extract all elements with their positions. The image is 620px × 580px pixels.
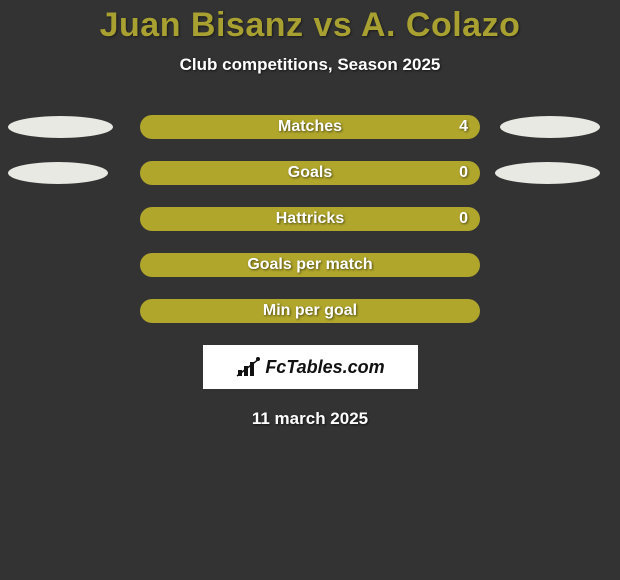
logo-text: FcTables.com xyxy=(265,357,384,378)
comparison-subtitle: Club competitions, Season 2025 xyxy=(0,55,620,75)
infographic-root: Juan Bisanz vs A. Colazo Club competitio… xyxy=(0,0,620,580)
comparison-title: Juan Bisanz vs A. Colazo xyxy=(0,0,620,45)
stat-label: Hattricks xyxy=(140,207,480,231)
stat-row: Min per goal xyxy=(0,299,620,323)
stats-section: Matches 4 Goals 0 Hattricks 0 xyxy=(0,115,620,323)
player-left-ellipse xyxy=(8,116,113,138)
player-right-ellipse xyxy=(500,116,600,138)
stat-label: Matches xyxy=(140,115,480,139)
stat-bar: Min per goal xyxy=(140,299,480,323)
infographic-date: 11 march 2025 xyxy=(0,409,620,429)
stat-value: 4 xyxy=(459,115,468,139)
stat-bar-wrap: Goals 0 xyxy=(140,161,480,185)
stat-bar-wrap: Goals per match xyxy=(140,253,480,277)
stat-bar-wrap: Min per goal xyxy=(140,299,480,323)
stat-label: Goals xyxy=(140,161,480,185)
stat-row: Hattricks 0 xyxy=(0,207,620,231)
stat-bar-wrap: Matches 4 xyxy=(140,115,480,139)
bar-chart-icon xyxy=(235,356,261,378)
stat-bar: Matches 4 xyxy=(140,115,480,139)
logo-box: FcTables.com xyxy=(203,345,418,389)
stat-value: 0 xyxy=(459,161,468,185)
stat-row: Goals per match xyxy=(0,253,620,277)
stat-label: Goals per match xyxy=(140,253,480,277)
player-right-ellipse xyxy=(495,162,600,184)
stat-bar-wrap: Hattricks 0 xyxy=(140,207,480,231)
stat-bar: Goals per match xyxy=(140,253,480,277)
player-left-ellipse xyxy=(8,162,108,184)
stat-row: Goals 0 xyxy=(0,161,620,185)
stat-bar: Goals 0 xyxy=(140,161,480,185)
stat-row: Matches 4 xyxy=(0,115,620,139)
stat-bar: Hattricks 0 xyxy=(140,207,480,231)
fctables-logo: FcTables.com xyxy=(235,356,384,378)
stat-label: Min per goal xyxy=(140,299,480,323)
stat-value: 0 xyxy=(459,207,468,231)
